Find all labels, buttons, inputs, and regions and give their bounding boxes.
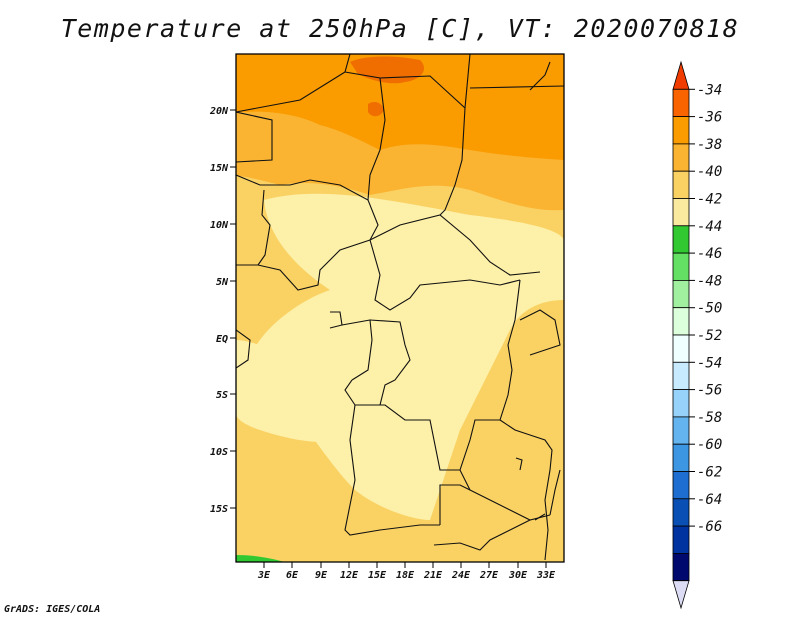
field-band-orange: [236, 54, 564, 160]
legend-level-label: -54: [697, 355, 722, 371]
lon-label-24e: 24E: [451, 570, 471, 581]
legend-cap-bottom: [672, 580, 690, 610]
legend-swatch: [672, 553, 690, 582]
temperature-field: [236, 54, 564, 562]
lat-label-10s: 10S: [210, 447, 228, 458]
lon-label-6e: 6E: [286, 570, 299, 581]
legend-level-label: -40: [697, 164, 722, 180]
legend-level-label: -52: [697, 328, 722, 344]
lon-label-30e: 30E: [508, 570, 528, 581]
legend-swatch: [672, 525, 690, 554]
legend-level-label: -58: [697, 410, 722, 426]
legend-level-label: -60: [697, 437, 722, 453]
legend-swatch: [672, 198, 690, 227]
color-legend: -34 -36 -38 -40 -42 -44 -46 -48 -50 -52 -54 -56 -58 -…: [672, 60, 722, 610]
lon-label-21e: 21E: [423, 570, 443, 581]
legend-swatch: [672, 498, 690, 527]
lon-label-27e: 27E: [479, 570, 499, 581]
legend-level-label: -48: [697, 273, 722, 289]
legend-swatch: [672, 443, 690, 472]
legend-level-label: -44: [697, 219, 722, 235]
legend-level-label: -46: [697, 246, 722, 262]
legend-level-label: -34: [697, 82, 722, 98]
map-title: Temperature at 250hPa [C], VT: 202007081…: [60, 14, 740, 43]
legend-level-label: -42: [697, 192, 722, 208]
lon-label-9e: 9E: [315, 570, 328, 581]
legend-swatch: [672, 116, 690, 145]
legend-swatch: [672, 389, 690, 418]
lon-label-12e: 12E: [340, 570, 359, 581]
lat-label-10n: 10N: [210, 220, 229, 231]
legend-swatch: [672, 471, 690, 500]
lon-label-18e: 18E: [396, 570, 415, 581]
legend-swatch: [672, 225, 690, 254]
legend-swatch: [672, 88, 690, 118]
legend-level-label: -66: [697, 519, 722, 535]
longitude-axis: [263, 562, 547, 568]
legend-swatch: [672, 334, 690, 363]
legend-swatch: [672, 416, 690, 445]
lat-label-15s: 15S: [210, 504, 228, 515]
lat-label-5n: 5N: [216, 277, 229, 288]
legend-swatch: [672, 143, 690, 172]
legend-level-label: -64: [697, 492, 722, 508]
legend-level-label: -50: [697, 301, 722, 317]
lat-label-15n: 15N: [210, 163, 229, 174]
legend-level-label: -62: [697, 465, 722, 481]
legend-cap-top: [672, 60, 690, 90]
lon-label-3e: 3E: [257, 570, 271, 581]
legend-swatch: [672, 279, 690, 309]
legend-level-label: -36: [697, 110, 722, 126]
field-band-pale-west: [236, 340, 340, 442]
legend-swatch: [672, 307, 690, 336]
map-frame: [235, 53, 565, 563]
legend-swatch: [672, 361, 690, 390]
latitude-labels: 20N 15N 10N 5N EQ 5S 10S 15S: [209, 106, 229, 515]
lon-label-33e: 33E: [536, 570, 556, 581]
legend-swatch: [672, 252, 690, 281]
country-borders: [236, 54, 564, 561]
legend-swatch: [672, 170, 690, 199]
lon-label-15e: 15E: [368, 570, 387, 581]
longitude-labels: 3E 6E 9E 12E 15E 18E 21E 24E 27E 30E 33E: [257, 570, 556, 581]
lat-label-20n: 20N: [209, 106, 229, 117]
latitude-axis: [230, 109, 236, 509]
field-patch-dark-orange-2: [368, 102, 384, 117]
legend-level-label: -56: [697, 383, 722, 399]
lat-label-5s: 5S: [216, 390, 228, 401]
grads-credit: GrADS: IGES/COLA: [4, 604, 101, 615]
field-patch-green: [236, 555, 285, 562]
lat-label-eq: EQ: [216, 334, 228, 345]
legend-level-label: -38: [697, 137, 722, 153]
